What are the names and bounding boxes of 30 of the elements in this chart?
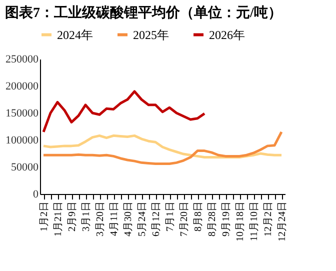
y-tick-label: 100000 [6,134,39,146]
x-tick-label: 1月2日 [39,202,50,232]
y-tick-label: 150000 [6,108,39,120]
legend-label: 2026年 [209,28,245,42]
y-tick-label: 0 [33,188,39,200]
legend-label: 2024年 [57,28,93,42]
y-tick-label: 200000 [6,80,39,92]
x-tick-label: 4月11日 [109,202,120,236]
x-tick-label: 10月18日 [235,202,246,242]
line-series [42,90,206,134]
x-tick-label: 6月12日 [151,202,162,236]
x-tick-label: 9月19日 [221,202,232,236]
x-tick-label: 2月9日 [67,202,78,232]
line-series [42,130,283,166]
x-tick-label: 3月20日 [95,202,106,236]
x-tick-label: 7月1日 [165,202,176,232]
x-tick-label: 8月8日 [193,202,204,232]
x-tick-label: 12月24日 [277,202,288,242]
x-tick-label: 4月30日 [123,202,134,236]
x-tick-label: 1月21日 [53,202,64,236]
x-tick-label: 7月20日 [179,202,190,236]
x-tick-label: 3月1日 [81,202,92,232]
chart-title: 图表7：工业级碳酸锂平均价（单位：元/吨） [5,5,282,21]
y-tick-label: 50000 [11,162,39,174]
x-tick-label: 11月10日 [249,202,260,242]
x-tick-label: 12月2日 [263,202,274,236]
x-tick-label: 8月28日 [207,202,218,236]
x-tick-label: 5月24日 [137,202,148,236]
legend-label: 2025年 [133,28,169,42]
y-tick-label: 250000 [6,54,39,66]
